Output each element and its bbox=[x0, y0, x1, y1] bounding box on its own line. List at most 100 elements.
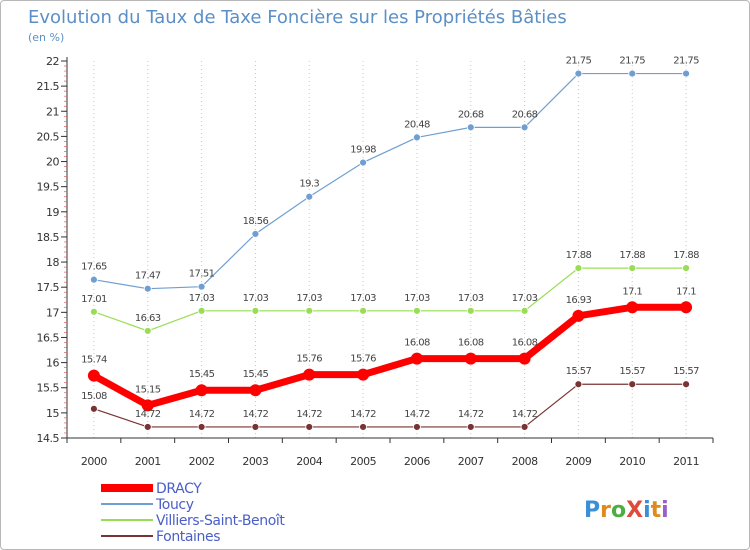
y-tick-label: 18.5 bbox=[37, 231, 60, 244]
data-label: 17.47 bbox=[135, 271, 161, 282]
data-label: 17.65 bbox=[81, 262, 107, 273]
data-point bbox=[682, 69, 690, 78]
data-label: 20.68 bbox=[512, 109, 538, 120]
data-label: 15.76 bbox=[296, 354, 322, 365]
data-label: 15.57 bbox=[566, 366, 592, 377]
data-point bbox=[197, 423, 206, 431]
data-point bbox=[520, 123, 529, 132]
data-point bbox=[251, 230, 260, 238]
data-label: 16.08 bbox=[404, 338, 430, 349]
data-point bbox=[520, 423, 529, 431]
x-tick-label: 2010 bbox=[619, 455, 645, 468]
data-label: 15.76 bbox=[350, 354, 376, 365]
series-lines bbox=[87, 69, 693, 431]
data-label: 14.72 bbox=[404, 409, 430, 420]
data-point bbox=[628, 380, 637, 389]
legend-label: Toucy bbox=[155, 497, 194, 513]
series-line-0 bbox=[92, 303, 687, 409]
x-tick-label: 2003 bbox=[242, 455, 268, 468]
chart-subtitle: (en %) bbox=[28, 31, 64, 44]
x-tick-label: 2007 bbox=[458, 455, 484, 468]
y-tick-label: 17 bbox=[46, 306, 59, 319]
data-point bbox=[90, 275, 98, 284]
data-label: 15.57 bbox=[673, 366, 699, 377]
y-tick-label: 17.5 bbox=[37, 281, 60, 294]
x-tick-label: 2008 bbox=[512, 455, 538, 468]
data-point bbox=[90, 307, 98, 316]
data-label: 21.75 bbox=[619, 56, 645, 67]
data-label: 17.88 bbox=[673, 250, 699, 261]
data-point bbox=[305, 423, 314, 431]
data-point bbox=[249, 384, 262, 397]
data-label: 14.72 bbox=[350, 409, 376, 420]
data-point bbox=[464, 352, 477, 365]
series-line-2 bbox=[93, 267, 687, 332]
data-label: 20.48 bbox=[404, 119, 430, 130]
data-label: 16.63 bbox=[135, 313, 161, 324]
data-point bbox=[143, 327, 152, 335]
series-line-1 bbox=[93, 72, 687, 290]
data-label: 16.93 bbox=[566, 295, 592, 306]
data-point bbox=[195, 384, 208, 397]
data-point bbox=[413, 306, 421, 315]
data-label: 14.72 bbox=[243, 409, 269, 420]
data-label: 21.75 bbox=[673, 56, 699, 67]
data-label: 17.03 bbox=[189, 293, 215, 304]
data-point bbox=[574, 380, 583, 389]
chart-title: Evolution du Taux de Taxe Foncière sur l… bbox=[28, 7, 567, 28]
data-label: 17.03 bbox=[404, 293, 430, 304]
y-tick-label: 14.5 bbox=[37, 432, 60, 445]
data-point bbox=[251, 423, 260, 431]
data-point bbox=[520, 306, 529, 315]
data-label: 17.03 bbox=[512, 293, 538, 304]
data-point bbox=[305, 192, 314, 201]
data-label: 17.88 bbox=[566, 250, 592, 261]
grid bbox=[93, 61, 687, 438]
data-label: 15.15 bbox=[135, 384, 161, 395]
data-label: 14.72 bbox=[512, 409, 538, 420]
data-label: 16.08 bbox=[458, 338, 484, 349]
data-point bbox=[87, 369, 100, 382]
data-point bbox=[518, 352, 531, 365]
logo-text: ProXiti bbox=[584, 498, 669, 523]
x-tick-label: 2011 bbox=[673, 455, 699, 468]
data-label: 17.03 bbox=[458, 293, 484, 304]
y-tick-label: 20.5 bbox=[37, 130, 60, 143]
legend-label: DRACY bbox=[156, 481, 202, 497]
data-label: 17.03 bbox=[296, 293, 322, 304]
data-point bbox=[628, 264, 637, 272]
x-tick-label: 2000 bbox=[81, 455, 107, 468]
data-point bbox=[197, 306, 206, 315]
y-tick-label: 20 bbox=[46, 156, 59, 169]
data-point bbox=[357, 368, 370, 381]
data-label: 17.88 bbox=[619, 250, 645, 261]
x-tick-label: 2005 bbox=[350, 455, 376, 468]
data-label: 14.72 bbox=[458, 409, 484, 420]
data-point bbox=[197, 282, 206, 291]
data-point bbox=[574, 264, 583, 272]
y-tick-label: 16 bbox=[46, 357, 59, 370]
data-point bbox=[626, 301, 639, 314]
data-point bbox=[628, 69, 637, 78]
data-label: 15.57 bbox=[619, 366, 645, 377]
data-label: 14.72 bbox=[189, 409, 215, 420]
data-point bbox=[143, 423, 152, 431]
data-point bbox=[413, 423, 421, 431]
data-point bbox=[305, 306, 314, 315]
x-tick-label: 2009 bbox=[565, 455, 591, 468]
data-label: 15.45 bbox=[243, 369, 269, 380]
data-point bbox=[359, 158, 367, 167]
y-tick-label: 22 bbox=[46, 55, 59, 68]
data-point bbox=[572, 309, 585, 322]
y-tick-label: 19.5 bbox=[37, 181, 60, 194]
axes: 14.5 15 15.5 16 16.5 17 17.5 18 18.5 19 19.5 20 20.5… bbox=[37, 55, 714, 468]
data-label: 15.45 bbox=[189, 369, 215, 380]
y-tick-label: 21.5 bbox=[37, 80, 60, 93]
x-tick-label: 2006 bbox=[404, 455, 430, 468]
legend-label: Villiers-Saint-Benoît bbox=[156, 513, 285, 529]
data-label: 17.1 bbox=[676, 286, 696, 297]
legend-label: Fontaines bbox=[156, 529, 220, 545]
